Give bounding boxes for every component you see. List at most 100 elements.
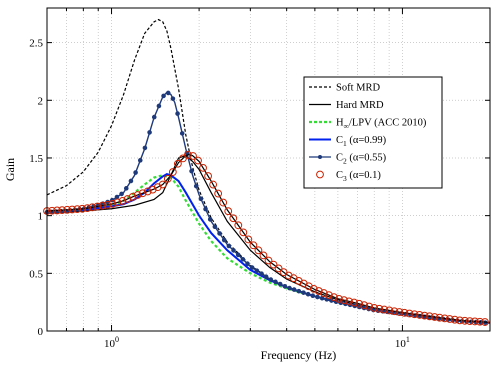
series-point-5 bbox=[254, 246, 263, 255]
series-point-5 bbox=[214, 189, 223, 198]
series-point-5 bbox=[113, 198, 122, 207]
series-point-4 bbox=[114, 194, 120, 200]
series-point-5 bbox=[370, 304, 379, 312]
series-point-4 bbox=[245, 261, 250, 267]
series-point-4 bbox=[161, 93, 166, 99]
series-point-5 bbox=[264, 256, 273, 265]
series-point-5 bbox=[345, 297, 353, 306]
series-point-5 bbox=[390, 307, 399, 316]
series-point-5 bbox=[455, 316, 464, 325]
series-point-5 bbox=[476, 317, 484, 326]
series-point-4 bbox=[273, 279, 278, 285]
series-point-5 bbox=[365, 302, 374, 311]
series-point-4 bbox=[119, 191, 124, 197]
series-point-5 bbox=[309, 285, 318, 293]
y-axis-label: Gain bbox=[3, 158, 17, 181]
series-point-5 bbox=[325, 291, 333, 299]
series-point-4 bbox=[170, 96, 176, 101]
series-point-4 bbox=[296, 288, 302, 294]
series-point-5 bbox=[244, 235, 253, 244]
series-point-5 bbox=[204, 172, 212, 180]
series-point-5 bbox=[425, 312, 434, 321]
series-point-5 bbox=[194, 156, 202, 165]
series-point-4 bbox=[319, 295, 325, 301]
series-point-4 bbox=[123, 186, 129, 191]
series-point-4 bbox=[305, 291, 311, 297]
series-point-5 bbox=[330, 293, 338, 302]
y-tick-label: 1 bbox=[38, 211, 44, 223]
series-point-5 bbox=[239, 228, 248, 237]
series-point-5 bbox=[103, 200, 112, 209]
series-point-5 bbox=[229, 214, 238, 223]
y-tick-label: 2.5 bbox=[29, 38, 43, 50]
legend-label-3: C1 (α=0.99) bbox=[336, 135, 387, 148]
series-point-5 bbox=[219, 198, 228, 207]
series-line-2 bbox=[46, 174, 491, 325]
series-point-5 bbox=[465, 317, 474, 326]
series-point-4 bbox=[165, 90, 171, 96]
series-point-5 bbox=[78, 204, 87, 213]
y-tick-label: 0 bbox=[38, 326, 44, 338]
series-point-5 bbox=[209, 180, 218, 189]
series-point-5 bbox=[395, 308, 404, 316]
series-point-5 bbox=[460, 316, 469, 325]
series-point-5 bbox=[143, 187, 152, 196]
x-tick-label: 100 bbox=[104, 335, 119, 350]
series-line-3 bbox=[46, 173, 491, 324]
series-point-4 bbox=[282, 283, 288, 289]
series-point-5 bbox=[385, 306, 394, 315]
series-point-5 bbox=[68, 205, 77, 214]
series-point-5 bbox=[148, 185, 157, 194]
series-point-4 bbox=[259, 271, 264, 276]
series-point-4 bbox=[217, 231, 222, 236]
series-point-5 bbox=[138, 189, 147, 198]
series-point-5 bbox=[249, 241, 258, 250]
series-point-5 bbox=[350, 298, 358, 307]
y-tick-label: 0.5 bbox=[29, 268, 43, 280]
x-axis-label: Frequency (Hz) bbox=[261, 348, 337, 362]
x-tick-label: 101 bbox=[395, 335, 410, 350]
series-point-4 bbox=[226, 243, 232, 249]
series-point-4 bbox=[212, 224, 218, 230]
series-point-4 bbox=[249, 265, 255, 270]
series-point-4 bbox=[310, 293, 316, 299]
series-point-5 bbox=[415, 311, 424, 319]
series-point-5 bbox=[73, 205, 82, 214]
series-point-4 bbox=[128, 178, 134, 184]
series-point-4 bbox=[193, 183, 199, 189]
series-point-5 bbox=[234, 221, 243, 230]
series-point-4 bbox=[198, 196, 204, 202]
legend-box bbox=[303, 76, 443, 189]
series-point-4 bbox=[315, 294, 320, 300]
series-point-5 bbox=[335, 295, 343, 303]
series-point-4 bbox=[291, 287, 297, 292]
legend-marker-4 bbox=[318, 155, 322, 159]
series-point-5 bbox=[189, 152, 197, 160]
series-point-4 bbox=[156, 103, 162, 109]
series-point-5 bbox=[93, 202, 102, 211]
series-point-4 bbox=[277, 281, 283, 287]
series-point-5 bbox=[445, 315, 454, 323]
series-point-5 bbox=[123, 195, 132, 203]
series-point-4 bbox=[175, 111, 180, 116]
series-point-5 bbox=[435, 313, 444, 322]
series-point-4 bbox=[137, 158, 143, 163]
series-point-4 bbox=[240, 256, 246, 262]
series-point-5 bbox=[58, 206, 67, 215]
legend-label-4: C2 (α=0.55) bbox=[336, 153, 387, 166]
series-point-5 bbox=[360, 301, 369, 310]
y-tick-label: 1.5 bbox=[29, 153, 43, 165]
series-point-4 bbox=[203, 206, 208, 212]
series-point-5 bbox=[88, 203, 97, 212]
series-point-4 bbox=[189, 168, 194, 174]
series-layer bbox=[43, 18, 491, 326]
series-point-5 bbox=[430, 313, 439, 321]
series-point-5 bbox=[163, 174, 172, 183]
series-point-5 bbox=[63, 205, 72, 214]
series-point-5 bbox=[83, 204, 92, 213]
series-point-5 bbox=[481, 318, 489, 326]
series-point-5 bbox=[199, 163, 207, 172]
legend-label-5: C3 (α=0.1) bbox=[336, 170, 381, 183]
series-point-5 bbox=[410, 310, 419, 319]
